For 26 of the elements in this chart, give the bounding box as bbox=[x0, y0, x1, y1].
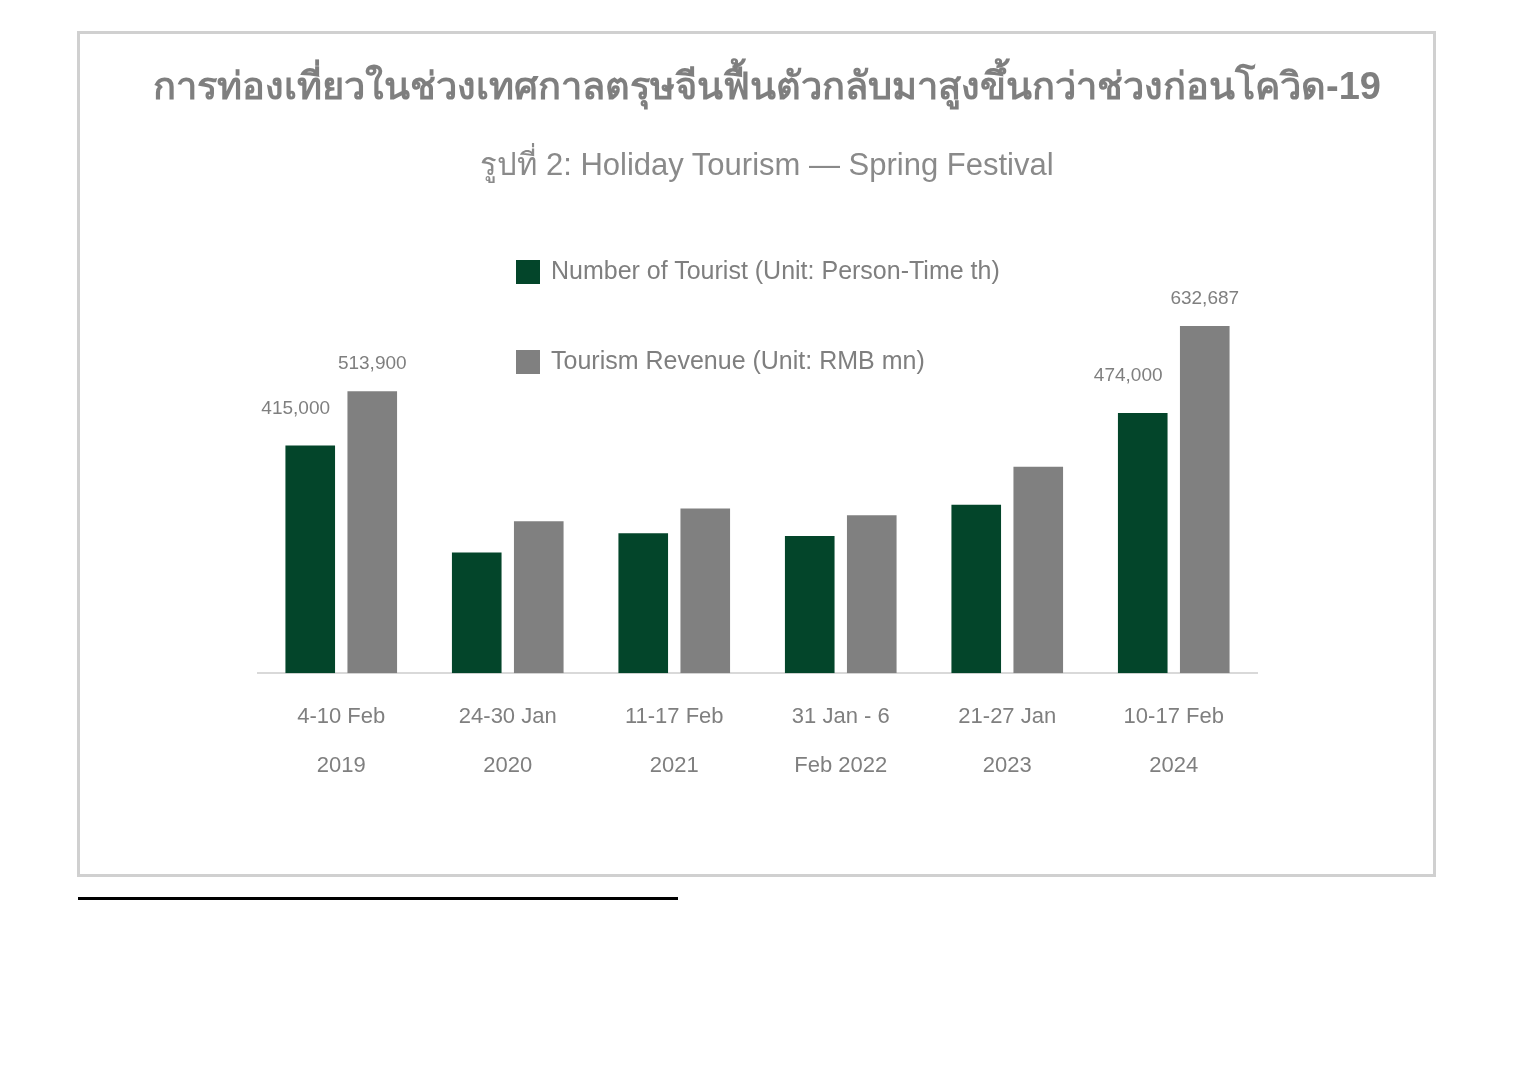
bar bbox=[347, 391, 398, 674]
chart-title: การท่องเที่ยวในช่วงเทศกาลตรุษจีนฟื้นตัวกลับมาสูงขึ้นกว่าช่วงก่อนโควิด-19 bbox=[152, 58, 1382, 112]
bar bbox=[1117, 413, 1168, 674]
x-tick-label: 21-27 Jan 2023 bbox=[958, 703, 1057, 777]
data-label: 415,000 bbox=[261, 396, 331, 418]
bar bbox=[846, 515, 897, 674]
bar bbox=[680, 508, 731, 674]
bar bbox=[951, 504, 1002, 674]
x-tick-label: 10-17 Feb 2024 bbox=[1123, 703, 1224, 777]
data-label: 632,687 bbox=[1170, 287, 1240, 309]
x-tick-label: 24-30 Jan 2020 bbox=[458, 703, 557, 777]
x-tick-label: 11-17 Feb 2021 bbox=[624, 703, 724, 777]
data-label: 474,000 bbox=[1093, 364, 1163, 386]
bar bbox=[285, 445, 336, 674]
legend-label: Tourism Revenue (Unit: RMB mn) bbox=[551, 345, 925, 374]
bar bbox=[1013, 466, 1064, 674]
x-tick-label: 4-10 Feb 2019 bbox=[297, 703, 386, 777]
data-label: 513,900 bbox=[337, 352, 407, 374]
bar bbox=[513, 521, 564, 674]
x-tick-label: 31 Jan - 6 Feb 2022 bbox=[791, 703, 890, 777]
legend-label: Number of Tourist (Unit: Person-Time th) bbox=[551, 255, 1000, 284]
bar bbox=[618, 533, 669, 674]
bar bbox=[1179, 326, 1230, 674]
bar bbox=[784, 536, 835, 674]
bar bbox=[451, 552, 502, 674]
chart-subtitle: รูปที่ 2: Holiday Tourism — Spring Festival bbox=[479, 143, 1055, 185]
